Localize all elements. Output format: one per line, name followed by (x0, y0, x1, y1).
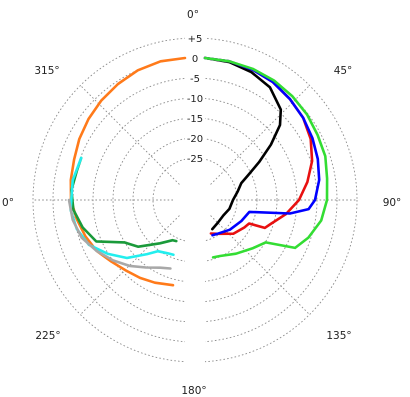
radial-tick-label: -20 (187, 134, 203, 145)
radial-tick-label: -5 (190, 74, 200, 85)
angle-label-135: 135° (326, 330, 351, 342)
radial-tick-label: -25 (187, 154, 203, 165)
center-gap (185, 36, 205, 364)
series-layer (67, 56, 329, 287)
angle-label-270: 0° (2, 197, 14, 209)
angle-label-45: 45° (334, 65, 353, 77)
radial-tick-label: +5 (188, 34, 203, 45)
radial-tick-labels: +5 0 -5 -10 -15 -20 -25 (187, 34, 203, 165)
grid-circle (32, 37, 358, 363)
angle-label-0: 0° (187, 9, 199, 21)
angle-label-90: 90° (383, 197, 402, 209)
angle-label-180: 180° (181, 385, 206, 397)
grid-circle (132, 137, 258, 263)
grid-spoke (210, 215, 310, 315)
angle-label-225: 225° (35, 330, 60, 342)
grid-spoke (80, 85, 180, 185)
series-line-6 (69, 156, 175, 260)
series-line-5 (70, 156, 178, 248)
series-line-3 (203, 56, 329, 259)
series-line-0 (203, 56, 283, 231)
series-line-2 (203, 56, 321, 237)
radial-tick-label: -10 (187, 94, 203, 105)
series-line-7 (67, 198, 172, 270)
series-line-1 (203, 56, 314, 236)
grid-spoke (210, 85, 310, 185)
radial-tick-label: 0 (192, 54, 198, 65)
polar-grid (32, 36, 358, 364)
radial-tick-label: -15 (187, 114, 203, 125)
grid-circle (112, 117, 278, 283)
angle-label-315: 315° (34, 65, 59, 77)
series-line-4 (69, 56, 187, 287)
